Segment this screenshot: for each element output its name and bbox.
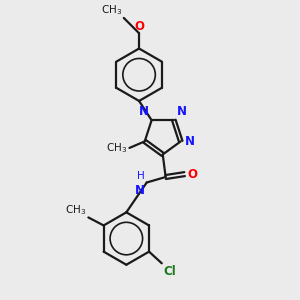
Text: O: O (134, 20, 144, 33)
Text: CH$_3$: CH$_3$ (106, 141, 128, 155)
Text: CH$_3$: CH$_3$ (65, 203, 86, 217)
Text: H: H (137, 171, 145, 181)
Text: O: O (188, 168, 197, 181)
Text: N: N (139, 105, 149, 118)
Text: CH$_3$: CH$_3$ (101, 3, 122, 17)
Text: N: N (176, 105, 186, 118)
Text: N: N (185, 135, 195, 148)
Text: N: N (134, 184, 145, 197)
Text: Cl: Cl (163, 265, 176, 278)
